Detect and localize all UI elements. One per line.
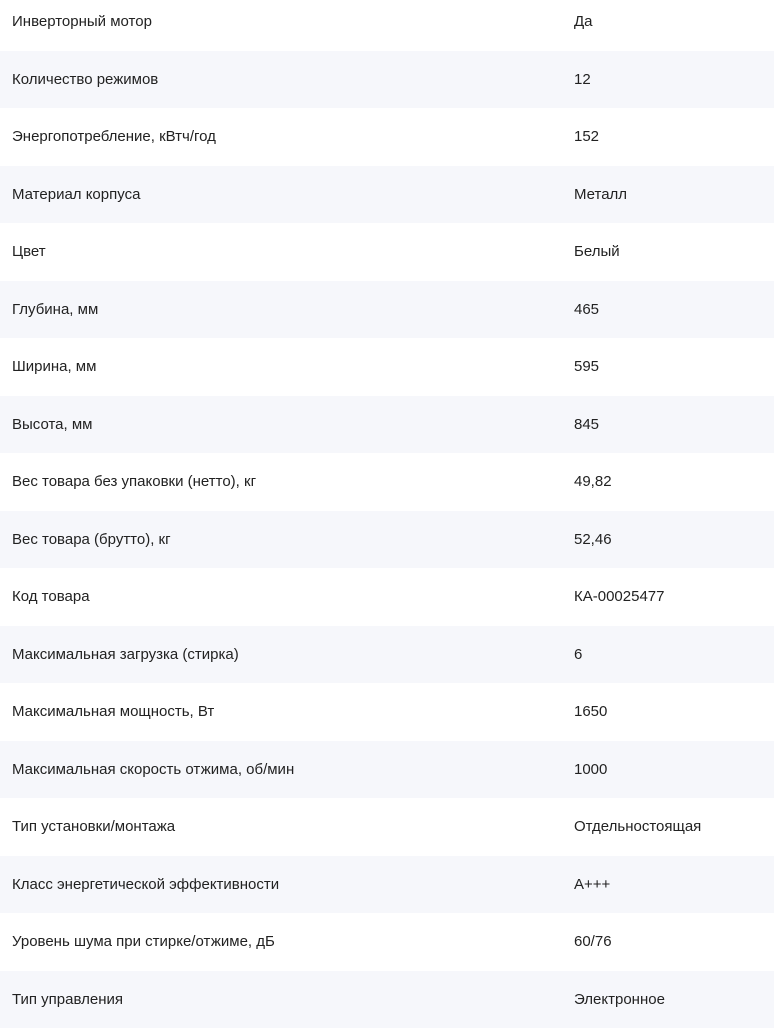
spec-value: Электронное [574, 991, 774, 1008]
spec-value: 595 [574, 358, 774, 375]
spec-name: Цвет [0, 243, 574, 260]
spec-value: 1650 [574, 703, 774, 720]
spec-row: Максимальная загрузка (стирка)6 [0, 626, 774, 684]
spec-name: Высота, мм [0, 416, 574, 433]
spec-name: Уровень шума при стирке/отжиме, дБ [0, 933, 574, 950]
spec-value: 1000 [574, 761, 774, 778]
spec-name: Энергопотребление, кВтч/год [0, 128, 574, 145]
spec-value: A+++ [574, 876, 774, 893]
spec-value: 52,46 [574, 531, 774, 548]
spec-name: Вес товара (брутто), кг [0, 531, 574, 548]
spec-value: 465 [574, 301, 774, 318]
spec-value: Отдельностоящая [574, 818, 774, 835]
spec-value: 6 [574, 646, 774, 663]
spec-name: Тип установки/монтажа [0, 818, 574, 835]
spec-name: Класс энергетической эффективности [0, 876, 574, 893]
spec-value: Белый [574, 243, 774, 260]
spec-value: 845 [574, 416, 774, 433]
spec-name: Код товара [0, 588, 574, 605]
spec-name: Материал корпуса [0, 186, 574, 203]
spec-name: Ширина, мм [0, 358, 574, 375]
spec-name: Вес товара без упаковки (нетто), кг [0, 473, 574, 490]
spec-value: КА-00025477 [574, 588, 774, 605]
spec-name: Тип управления [0, 991, 574, 1008]
spec-value: 152 [574, 128, 774, 145]
spec-name: Максимальная мощность, Вт [0, 703, 574, 720]
spec-name: Максимальная скорость отжима, об/мин [0, 761, 574, 778]
spec-value: 60/76 [574, 933, 774, 950]
spec-value: 12 [574, 71, 774, 88]
spec-name: Глубина, мм [0, 301, 574, 318]
spec-name: Количество режимов [0, 71, 574, 88]
spec-name: Инверторный мотор [0, 13, 574, 30]
spec-value: Металл [574, 186, 774, 203]
spec-name: Максимальная загрузка (стирка) [0, 646, 574, 663]
spec-value: Да [574, 13, 774, 30]
spec-value: 49,82 [574, 473, 774, 490]
